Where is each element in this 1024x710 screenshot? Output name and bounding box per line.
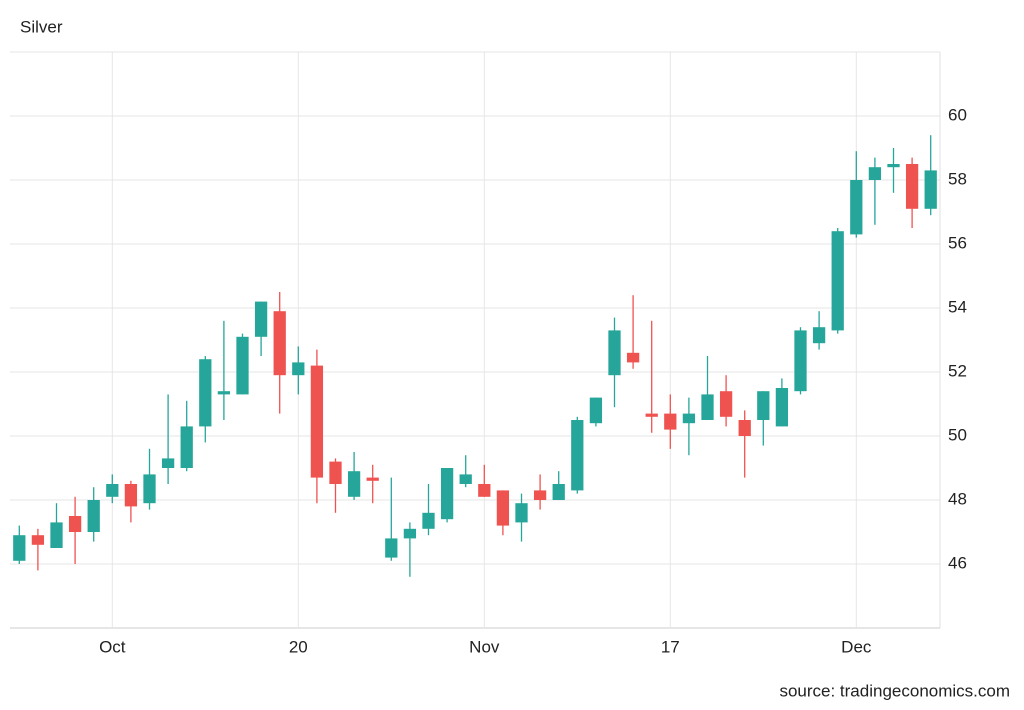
candle-body bbox=[794, 330, 807, 392]
candle-body bbox=[682, 413, 696, 424]
candle-body bbox=[124, 484, 138, 507]
candle-body bbox=[199, 359, 212, 427]
x-tick-label: Oct bbox=[99, 637, 126, 656]
candle-body bbox=[924, 170, 937, 209]
candle-body bbox=[440, 468, 454, 520]
candle-body bbox=[254, 301, 268, 337]
candle-body bbox=[366, 477, 379, 481]
candle-body bbox=[757, 391, 770, 420]
candle-body bbox=[738, 420, 751, 436]
candle-body bbox=[515, 503, 528, 523]
candle-body bbox=[329, 461, 342, 484]
candle-body bbox=[571, 420, 584, 491]
y-tick-label: 48 bbox=[948, 489, 967, 508]
candle-body bbox=[589, 397, 603, 424]
x-tick-label: Nov bbox=[469, 637, 500, 656]
candle-body bbox=[664, 413, 677, 430]
y-tick-label: 50 bbox=[948, 425, 967, 444]
candle-body bbox=[143, 474, 156, 504]
candle-body bbox=[533, 490, 547, 500]
candle-body bbox=[161, 458, 175, 468]
candle-body bbox=[385, 538, 398, 558]
candle-body bbox=[478, 484, 491, 497]
candle-body bbox=[292, 362, 305, 376]
candle-body bbox=[459, 474, 472, 484]
candle-body bbox=[403, 528, 417, 539]
y-tick-label: 46 bbox=[948, 553, 967, 572]
candle-body bbox=[180, 426, 193, 468]
y-tick-label: 58 bbox=[948, 169, 967, 188]
candle-body bbox=[701, 394, 714, 420]
candle-body bbox=[422, 512, 435, 529]
candle-body bbox=[347, 471, 361, 497]
candle-body bbox=[31, 535, 45, 545]
candle-body bbox=[310, 365, 324, 478]
candle-body bbox=[831, 231, 844, 331]
y-tick-label: 60 bbox=[948, 105, 967, 124]
y-tick-label: 52 bbox=[948, 361, 967, 380]
candle-body bbox=[905, 164, 919, 209]
candle-body bbox=[50, 522, 63, 548]
candle-body bbox=[236, 336, 249, 395]
candle-body bbox=[496, 490, 510, 526]
x-tick-label: Dec bbox=[841, 637, 872, 656]
candle-body bbox=[775, 388, 789, 427]
y-tick-label: 56 bbox=[948, 233, 967, 252]
candle-body bbox=[13, 535, 26, 561]
candle-body bbox=[868, 167, 882, 180]
candle-body bbox=[217, 391, 231, 395]
x-tick-label: 20 bbox=[289, 637, 308, 656]
candle-body bbox=[887, 164, 900, 168]
candle-body bbox=[273, 311, 286, 376]
candle-body bbox=[87, 500, 100, 532]
y-tick-label: 54 bbox=[948, 297, 967, 316]
chart-title: Silver bbox=[20, 17, 63, 36]
source-note: source: tradingeconomics.com bbox=[779, 681, 1010, 700]
candle-body bbox=[719, 391, 733, 417]
candle-body bbox=[645, 413, 658, 417]
candle-body bbox=[552, 484, 565, 500]
candle-body bbox=[106, 484, 119, 497]
candle-body bbox=[626, 352, 640, 363]
candle-body bbox=[812, 327, 826, 344]
candle-body bbox=[608, 330, 621, 376]
candle-body bbox=[850, 180, 863, 235]
candle-body bbox=[68, 516, 82, 532]
x-tick-label: 17 bbox=[661, 637, 680, 656]
